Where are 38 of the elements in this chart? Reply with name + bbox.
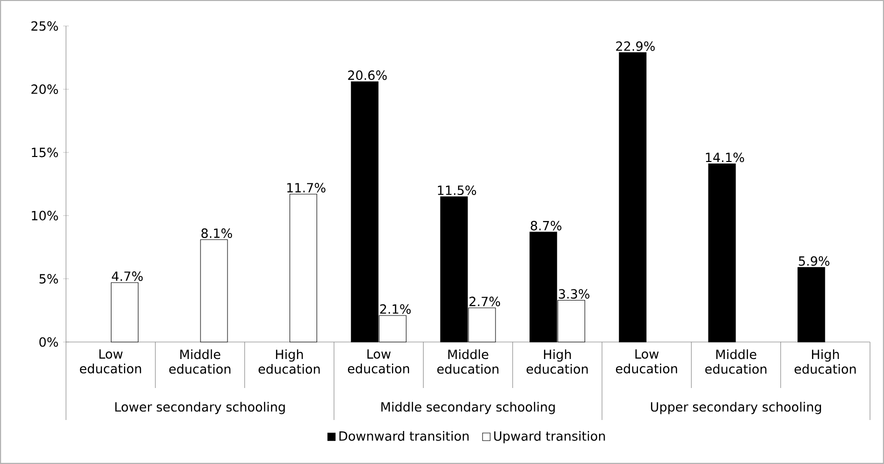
bar	[110, 282, 138, 342]
data-label: 8.1%	[201, 228, 232, 238]
x-tick-label: High education	[526, 349, 588, 374]
legend-label: Downward transition	[339, 431, 469, 441]
bar	[200, 239, 228, 342]
y-tick-label: 5%	[40, 274, 58, 284]
data-label: 4.7%	[112, 271, 143, 281]
data-label: 2.7%	[470, 296, 500, 306]
x-tick-label: Low education	[80, 349, 142, 374]
y-tick-label: 20%	[31, 84, 58, 94]
data-label: 22.9%	[616, 41, 655, 51]
x-tick-label: Middle education	[169, 349, 230, 374]
data-label: 8.7%	[530, 220, 562, 230]
data-label: 14.1%	[706, 152, 744, 162]
legend-label: Upward transition	[494, 431, 605, 444]
y-tick-label: 15%	[32, 148, 58, 158]
data-label: 20.6%	[348, 70, 387, 80]
data-label: 3.3%	[558, 289, 590, 299]
text: Lower secondary schooling	[115, 402, 285, 414]
text: Middle secondary schooling	[381, 402, 555, 414]
x-tick-label: Low education	[616, 349, 678, 374]
bar	[798, 267, 826, 342]
bar	[290, 194, 318, 342]
x-tick-label: High education	[794, 349, 856, 374]
x-tick-label: Middle education	[437, 349, 498, 374]
data-label: 11.5%	[438, 185, 476, 196]
y-tick-label: 10%	[32, 210, 58, 220]
data-label: 11.7%	[287, 182, 326, 193]
x-tick-label: High education	[258, 349, 320, 374]
bar	[708, 164, 736, 342]
y-tick-label: 0%	[39, 337, 58, 347]
x-tick-label: Middle education	[705, 349, 766, 374]
bar	[618, 52, 646, 342]
text: Upper secondary schooling	[650, 402, 822, 414]
x-tick-label: Low education	[348, 349, 410, 374]
data-label: 5.9%	[798, 256, 830, 266]
data-label: 2.1%	[380, 304, 411, 314]
y-tick-label: 25%	[31, 21, 58, 31]
